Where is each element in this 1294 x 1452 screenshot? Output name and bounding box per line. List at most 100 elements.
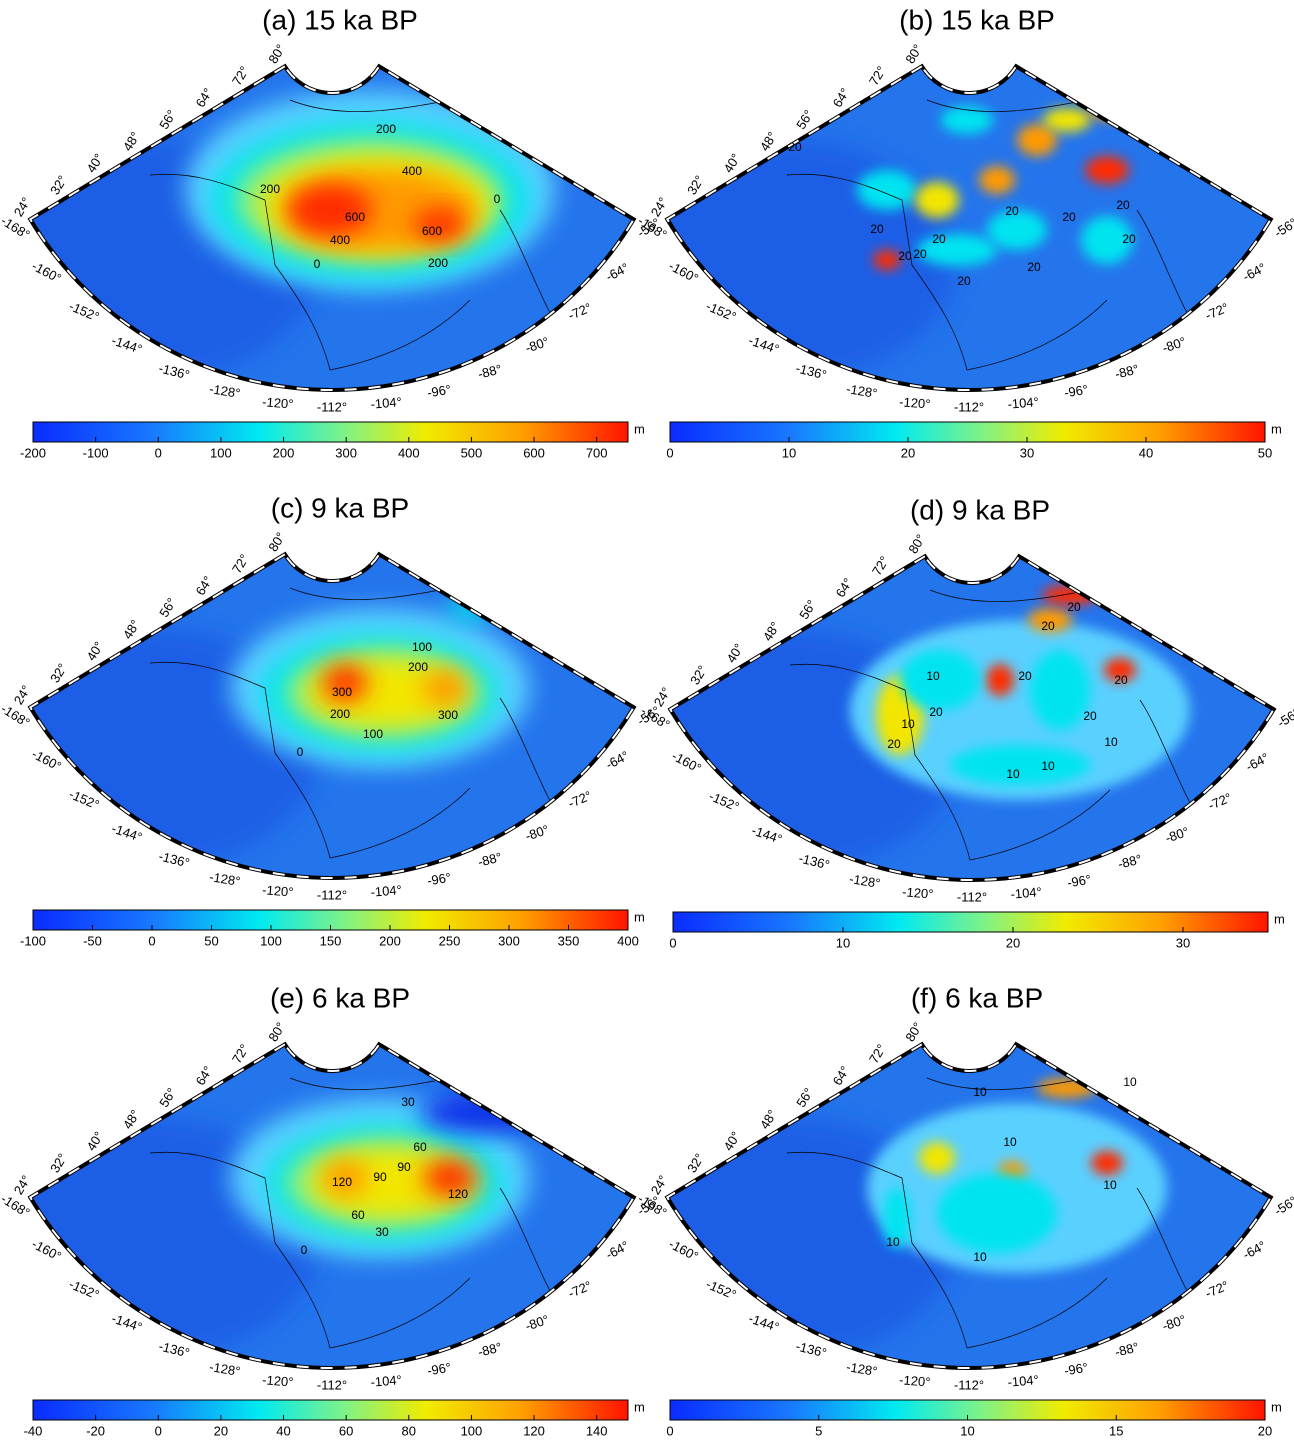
- contour-label: 20: [870, 222, 884, 236]
- field-anomaly: [288, 184, 372, 236]
- contour-label: 90: [373, 1170, 387, 1184]
- field-anomaly: [1091, 1151, 1123, 1175]
- panel: (a) 15 ka BP 200 200 400 600 600 400 200 0 0 24° 32…: [0, 4, 663, 460]
- contour-label: 100: [363, 727, 383, 741]
- colorbar-tick-label: -50: [83, 933, 102, 948]
- field-anomaly: [424, 1160, 476, 1196]
- coastline: [149, 587, 561, 859]
- longitude-label: -120°: [902, 884, 934, 901]
- map: [30, 554, 634, 878]
- latitude-label: 64°: [193, 573, 216, 598]
- longitude-label: -128°: [208, 869, 241, 889]
- latitude-label: 56°: [793, 1085, 816, 1110]
- latitude-label: 48°: [120, 1107, 143, 1132]
- longitude-label: -136°: [157, 360, 191, 382]
- latitude-label: 72°: [866, 63, 889, 88]
- field-anomaly: [941, 106, 993, 134]
- coastline: [149, 99, 561, 371]
- longitude-label: -64°: [1243, 750, 1271, 774]
- longitude-label: -72°: [1203, 300, 1231, 323]
- latitude-label: 24°: [11, 195, 34, 220]
- contour-label: 10: [1103, 1178, 1117, 1192]
- longitude-label: -64°: [603, 748, 631, 772]
- colorbar-tick-label: 10: [782, 445, 796, 460]
- latitude-label: 56°: [156, 1085, 179, 1110]
- longitude-label: -96°: [1063, 1360, 1089, 1379]
- coastline: [789, 589, 1201, 861]
- map-frame-dashes: [28, 64, 636, 391]
- colorbar-tick-label: 15: [1109, 1423, 1123, 1438]
- colorbar-unit: m: [1274, 911, 1285, 926]
- latitude-label: 64°: [830, 1063, 853, 1088]
- colorbar-tick-label: -40: [24, 1423, 43, 1438]
- longitude-label: -72°: [566, 300, 594, 323]
- longitude-label: -136°: [157, 1338, 191, 1360]
- longitude-label: -80°: [1160, 334, 1188, 356]
- field-anomaly: [1017, 124, 1057, 156]
- longitude-label: -96°: [426, 1360, 452, 1379]
- latitude-label: 32°: [47, 173, 70, 198]
- contour-label: 10: [1123, 1075, 1137, 1089]
- colorbar-tick-label: 20: [1006, 935, 1020, 950]
- longitude-label: -128°: [845, 381, 878, 401]
- latitude-label: 40°: [83, 1129, 106, 1154]
- longitude-label: -104°: [370, 394, 402, 411]
- colorbar-unit: m: [634, 1399, 645, 1414]
- longitude-label: -80°: [523, 1312, 551, 1334]
- contour-label: 400: [402, 164, 422, 178]
- latitude-label: 48°: [120, 129, 143, 154]
- longitude-label: -80°: [523, 822, 551, 844]
- longitude-label: -104°: [1010, 884, 1042, 901]
- contour-label: 60: [413, 1140, 427, 1154]
- contour-label: 30: [375, 1225, 389, 1239]
- colorbar: [32, 1399, 629, 1421]
- contour-label: 20: [929, 705, 943, 719]
- colorbar-tick-label: 100: [260, 933, 282, 948]
- longitude-label: -72°: [1206, 790, 1234, 813]
- contour-label: 600: [422, 224, 442, 238]
- longitude-label: -128°: [845, 1359, 878, 1379]
- colorbar: [672, 911, 1269, 933]
- field-anomaly: [986, 664, 1014, 696]
- colorbar-tick-label: 400: [617, 933, 639, 948]
- colorbar-tick-label: 20: [901, 445, 915, 460]
- map-frame-dashes: [28, 552, 636, 879]
- latitude-label: 32°: [684, 173, 707, 198]
- colorbar: [669, 421, 1266, 443]
- colorbar: [32, 421, 629, 443]
- longitude-label: -120°: [262, 882, 294, 899]
- field-anomaly: [915, 182, 959, 218]
- colorbar-tick-label: 600: [523, 445, 545, 460]
- contour-label: 100: [412, 640, 432, 654]
- longitude-label: -144°: [110, 333, 144, 357]
- colorbar-tick-label: 0: [669, 935, 676, 950]
- longitude-label: -120°: [899, 394, 931, 411]
- longitude-label: -144°: [750, 823, 784, 847]
- field-anomaly: [1043, 108, 1091, 132]
- longitude-label: -56°: [1271, 215, 1294, 241]
- colorbar-tick-label: 30: [1020, 445, 1034, 460]
- contour-label: 10: [973, 1250, 987, 1264]
- longitude-label: -104°: [1007, 1372, 1039, 1389]
- longitude-label: -56°: [1274, 705, 1294, 731]
- contour-label: 30: [401, 1095, 415, 1109]
- latitude-label: 24°: [648, 1173, 671, 1198]
- field-anomaly: [950, 745, 1090, 785]
- field-anomaly: [900, 650, 980, 710]
- contour-label: 400: [330, 233, 350, 247]
- field-anomaly: [873, 250, 901, 270]
- longitude-label: -120°: [262, 1372, 294, 1389]
- contour-label: 10: [1003, 1135, 1017, 1149]
- latitude-label: 24°: [11, 1173, 34, 1198]
- colorbar-tick-label: 700: [586, 445, 608, 460]
- longitude-label: -72°: [566, 1278, 594, 1301]
- field-anomaly: [883, 1188, 911, 1248]
- latitude-label: 72°: [229, 63, 252, 88]
- colorbar-tick-label: 250: [439, 933, 461, 948]
- longitude-label: -144°: [110, 821, 144, 845]
- latitude-label: 40°: [83, 151, 106, 176]
- panel-title: (f) 6 ka BP: [911, 982, 1043, 1013]
- longitude-label: -168°: [0, 1191, 33, 1220]
- longitude-label: -136°: [794, 360, 828, 382]
- longitude-label: -64°: [1240, 260, 1268, 284]
